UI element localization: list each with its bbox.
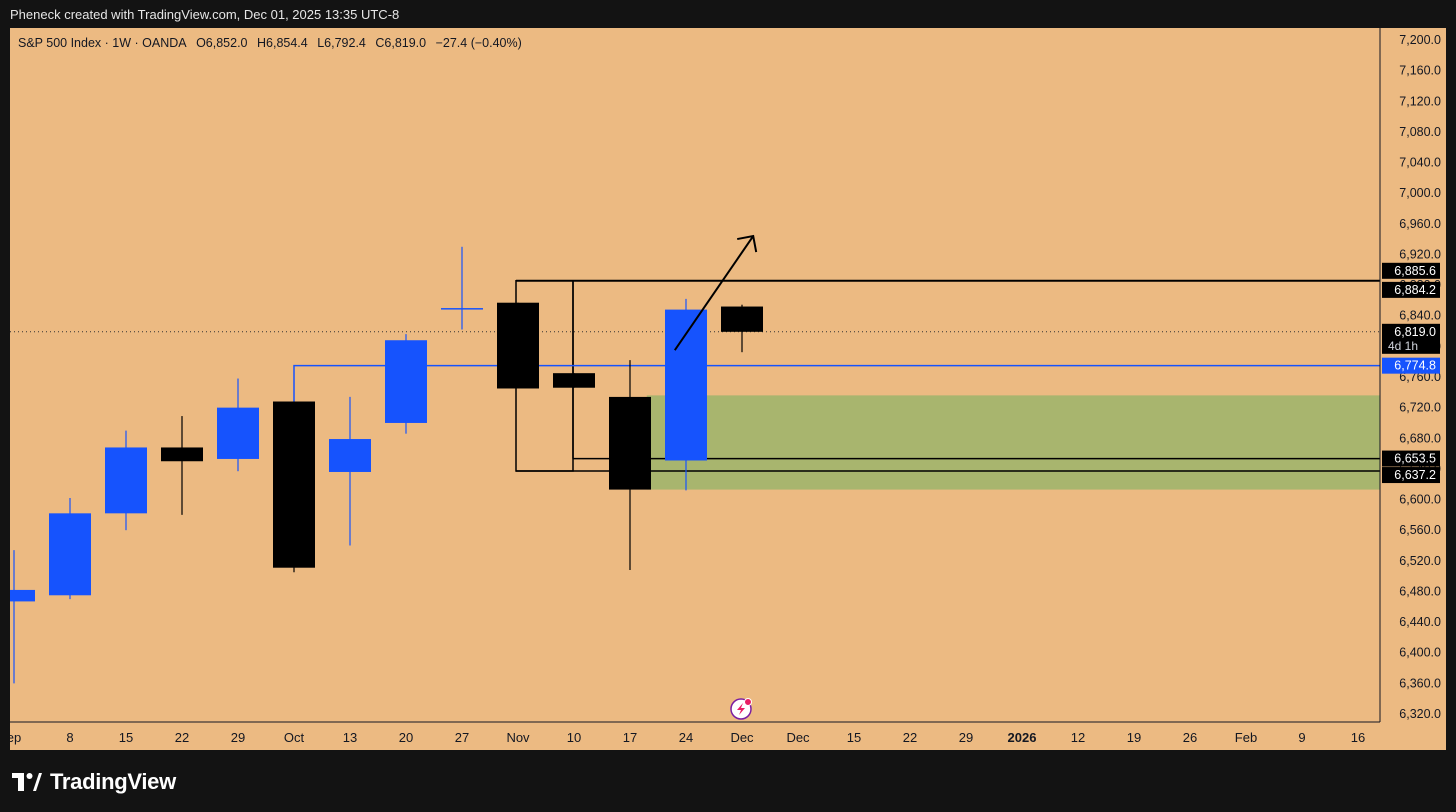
time-tick-label: 15 — [847, 730, 861, 745]
price-level-label: 6,653.5 — [1394, 452, 1436, 466]
price-tick-label: 7,040.0 — [1399, 156, 1441, 170]
price-level-label: 6,819.0 — [1394, 325, 1436, 339]
time-tick-label: 22 — [903, 730, 917, 745]
time-tick-label: 27 — [455, 730, 469, 745]
price-level-badge[interactable] — [1382, 357, 1440, 374]
price-tick-label: 7,160.0 — [1399, 64, 1441, 78]
time-tick-label: 9 — [1298, 730, 1305, 745]
time-tick-label: 16 — [1351, 730, 1365, 745]
time-tick-label: Oct — [284, 730, 305, 745]
candle-body[interactable] — [721, 306, 763, 332]
price-level-label: 6,884.2 — [1394, 283, 1436, 297]
price-tick-label: 6,480.0 — [1399, 584, 1441, 598]
time-tick-label: 10 — [567, 730, 581, 745]
arrow-head — [737, 234, 758, 253]
time-tick-label: 17 — [623, 730, 637, 745]
tradingview-wordmark: TradingView — [50, 769, 176, 794]
legend-low: L6,792.4 — [317, 36, 366, 50]
attribution-text: Pheneck created with TradingView.com, De… — [10, 7, 400, 22]
demand-zone — [646, 395, 1380, 490]
candle-body[interactable] — [49, 513, 91, 596]
time-tick-label: Nov — [506, 730, 530, 745]
time-tick-label: 15 — [119, 730, 133, 745]
candle-body[interactable] — [609, 396, 651, 490]
chart-area[interactable]: 7,200.0 7,160.0 7,120.0 7,080.0 7,040.0 7,000… — [10, 28, 1446, 750]
price-tick-label: 6,840.0 — [1399, 309, 1441, 323]
price-tick-label: 6,520.0 — [1399, 554, 1441, 568]
candle-body[interactable] — [105, 447, 147, 514]
time-tick-label: 2026 — [1008, 730, 1037, 745]
candle-body[interactable] — [553, 373, 595, 388]
legend-high: H6,854.4 — [257, 36, 308, 50]
candle-body[interactable] — [497, 302, 539, 389]
candle-body[interactable] — [10, 589, 35, 602]
price-tick-label: 6,440.0 — [1399, 615, 1441, 629]
price-level-label: 6,637.2 — [1394, 468, 1436, 482]
blue-level-line — [293, 364, 1380, 402]
price-tick-label: 6,920.0 — [1399, 247, 1441, 261]
legend-symbol: S&P 500 Index · 1W · OANDA — [18, 36, 187, 50]
tradingview-logo[interactable]: TradingView — [12, 769, 176, 794]
price-tick-label: 6,320.0 — [1399, 707, 1441, 721]
time-tick-label: 8 — [66, 730, 73, 745]
price-level-badge[interactable] — [1382, 323, 1440, 354]
time-tick-label: Dec — [786, 730, 810, 745]
legend-open: O6,852.0 — [196, 36, 248, 50]
chart-legend: S&P 500 Index · 1W · OANDA O6,852.0 H6,8… — [18, 36, 528, 50]
time-tick-label: Dec — [730, 730, 754, 745]
price-tick-label: 6,400.0 — [1399, 646, 1441, 660]
price-tick-label: 6,680.0 — [1399, 431, 1441, 445]
price-tick-label: 6,600.0 — [1399, 493, 1441, 507]
price-tick-label: 7,000.0 — [1399, 186, 1441, 200]
time-tick-label: 20 — [399, 730, 413, 745]
lightning-icon — [737, 703, 745, 715]
price-level-badge[interactable] — [1382, 450, 1440, 467]
candle-body[interactable] — [273, 401, 315, 568]
time-tick-label: 29 — [231, 730, 245, 745]
price-tick-label: 7,080.0 — [1399, 125, 1441, 139]
price-level-countdown: 4d 1h — [1388, 339, 1418, 353]
time-tick-label: 24 — [679, 730, 693, 745]
price-tick-label: 6,720.0 — [1399, 401, 1441, 415]
time-tick-label: 26 — [1183, 730, 1197, 745]
candle-body[interactable] — [217, 407, 259, 459]
footer: TradingView — [0, 750, 1456, 812]
price-tick-label: 6,360.0 — [1399, 676, 1441, 690]
time-tick-label: 12 — [1071, 730, 1085, 745]
attribution-bar: Pheneck created with TradingView.com, De… — [0, 0, 1456, 28]
time-tick-label: ep — [10, 730, 21, 745]
legend-close: C6,819.0 — [375, 36, 427, 50]
tradingview-logo-icon — [12, 773, 42, 791]
time-tick-label: Feb — [1235, 730, 1257, 745]
time-tick-label: 29 — [959, 730, 973, 745]
candle-body[interactable] — [441, 308, 483, 310]
arrow-annotation — [673, 235, 755, 351]
price-level-badge[interactable] — [1382, 262, 1440, 279]
price-tick-label: 7,120.0 — [1399, 94, 1441, 108]
candle-body[interactable] — [161, 447, 203, 462]
price-tick-label: 6,960.0 — [1399, 217, 1441, 231]
price-tick-label: 7,200.0 — [1399, 33, 1441, 47]
candle-body[interactable] — [329, 439, 371, 472]
event-dot-icon — [744, 698, 752, 706]
time-tick-label: 19 — [1127, 730, 1141, 745]
price-level-label: 6,774.8 — [1394, 359, 1436, 373]
candle-body[interactable] — [385, 340, 427, 423]
candlestick-chart[interactable]: 7,200.0 7,160.0 7,120.0 7,080.0 7,040.0 7,000… — [10, 28, 1446, 750]
time-tick-label: 22 — [175, 730, 189, 745]
legend-change: −27.4 (−0.40%) — [435, 36, 522, 50]
price-level-label: 6,885.6 — [1394, 264, 1436, 278]
time-tick-label: 13 — [343, 730, 357, 745]
price-tick-label: 6,560.0 — [1399, 523, 1441, 537]
price-level-badge[interactable] — [1382, 467, 1440, 484]
price-level-badge[interactable] — [1382, 281, 1440, 298]
